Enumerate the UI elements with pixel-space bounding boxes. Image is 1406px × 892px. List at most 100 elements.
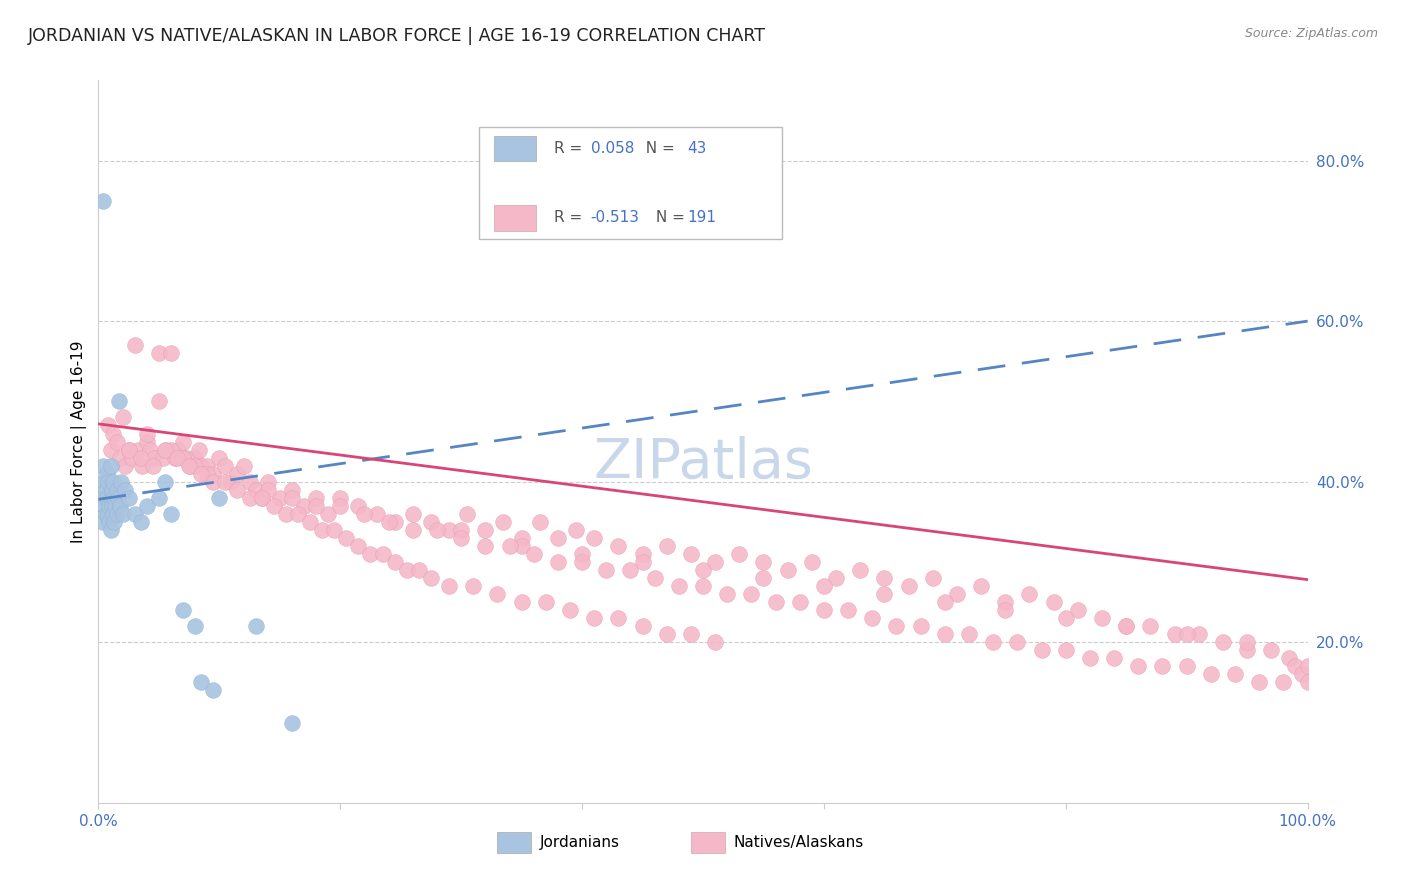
Point xyxy=(323,523,346,537)
Point xyxy=(571,555,593,569)
Point xyxy=(679,627,702,641)
Point xyxy=(96,491,118,505)
FancyBboxPatch shape xyxy=(690,831,724,854)
Point xyxy=(1067,603,1090,617)
Point xyxy=(534,595,557,609)
Point xyxy=(740,587,762,601)
Point xyxy=(114,458,136,473)
Point xyxy=(565,523,588,537)
Point xyxy=(166,450,188,465)
Point xyxy=(347,539,370,553)
Point xyxy=(492,515,515,529)
Point xyxy=(384,555,406,569)
Point xyxy=(450,523,472,537)
Point xyxy=(957,627,980,641)
Point xyxy=(184,619,207,633)
Point xyxy=(245,619,267,633)
Point xyxy=(110,475,132,489)
Point xyxy=(129,515,152,529)
Point xyxy=(849,563,872,577)
Point xyxy=(607,539,630,553)
Point xyxy=(148,346,170,360)
Text: Source: ZipAtlas.com: Source: ZipAtlas.com xyxy=(1244,27,1378,40)
Point xyxy=(704,555,727,569)
Point xyxy=(160,507,183,521)
Point xyxy=(118,442,141,457)
Point xyxy=(353,507,375,521)
Point xyxy=(716,587,738,601)
Point xyxy=(752,555,775,569)
Point xyxy=(897,579,920,593)
Point xyxy=(558,603,581,617)
Point xyxy=(101,475,124,489)
Point xyxy=(187,442,209,457)
Point xyxy=(100,442,122,457)
Point xyxy=(107,491,129,505)
Point xyxy=(232,458,254,473)
Point xyxy=(1199,667,1222,681)
Point xyxy=(124,507,146,521)
Point xyxy=(752,571,775,585)
Point xyxy=(263,499,285,513)
Point xyxy=(135,434,157,449)
Point xyxy=(825,571,848,585)
Point xyxy=(239,491,262,505)
FancyBboxPatch shape xyxy=(479,128,782,239)
Point xyxy=(142,458,165,473)
Point xyxy=(100,499,122,513)
Text: ZIPatlas: ZIPatlas xyxy=(593,436,813,491)
Point xyxy=(299,515,322,529)
Point xyxy=(402,523,425,537)
Point xyxy=(239,475,262,489)
Text: N =: N = xyxy=(651,211,690,226)
Point xyxy=(91,458,114,473)
Point xyxy=(1054,611,1077,625)
Point xyxy=(523,547,546,561)
Point xyxy=(420,515,443,529)
Point xyxy=(408,563,430,577)
Text: R =: R = xyxy=(554,141,588,156)
Point xyxy=(510,595,533,609)
Point xyxy=(583,611,606,625)
Text: Jordanians: Jordanians xyxy=(540,835,620,850)
Point xyxy=(571,547,593,561)
Point xyxy=(184,458,207,473)
Point xyxy=(360,547,382,561)
Point xyxy=(366,507,388,521)
Point xyxy=(105,434,128,449)
Point xyxy=(510,539,533,553)
Point xyxy=(172,434,194,449)
Point xyxy=(105,507,128,521)
Point xyxy=(184,450,207,465)
Point xyxy=(155,442,177,457)
Point xyxy=(316,507,339,521)
Point xyxy=(98,515,121,529)
Point xyxy=(135,499,157,513)
Point xyxy=(131,458,153,473)
Point xyxy=(934,627,956,641)
Point xyxy=(789,595,811,609)
Point xyxy=(395,563,418,577)
Point xyxy=(214,458,236,473)
Point xyxy=(104,499,127,513)
Point xyxy=(190,675,212,690)
Point xyxy=(970,579,993,593)
Point xyxy=(94,507,117,521)
Point xyxy=(873,587,896,601)
Point xyxy=(644,571,666,585)
Point xyxy=(934,595,956,609)
Point xyxy=(1018,587,1040,601)
Text: JORDANIAN VS NATIVE/ALASKAN IN LABOR FORCE | AGE 16-19 CORRELATION CHART: JORDANIAN VS NATIVE/ALASKAN IN LABOR FOR… xyxy=(28,27,766,45)
Point xyxy=(547,531,569,545)
Point xyxy=(1102,651,1125,665)
Point xyxy=(202,475,225,489)
Point xyxy=(813,603,835,617)
Point xyxy=(167,442,190,457)
Point xyxy=(202,467,225,481)
Point xyxy=(98,499,121,513)
Point xyxy=(94,483,117,497)
Point xyxy=(103,491,125,505)
Point xyxy=(292,499,315,513)
Point xyxy=(384,515,406,529)
Point xyxy=(1091,611,1114,625)
